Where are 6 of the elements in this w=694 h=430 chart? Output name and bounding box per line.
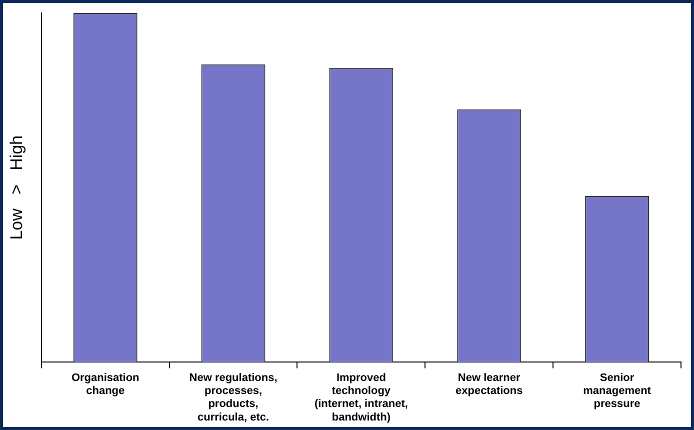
x-tick-label: Improved technology (internet, intranet, bandwidth)	[314, 372, 408, 424]
x-tick-label: New regulations, processes, products, curricula, etc.	[189, 372, 278, 424]
y-axis-title: Low > High	[6, 135, 26, 240]
x-tick-label: New learner expectations	[455, 372, 523, 398]
x-tick-label: Organisation change	[71, 372, 140, 398]
x-tick-label: Senior management pressure	[583, 372, 652, 410]
